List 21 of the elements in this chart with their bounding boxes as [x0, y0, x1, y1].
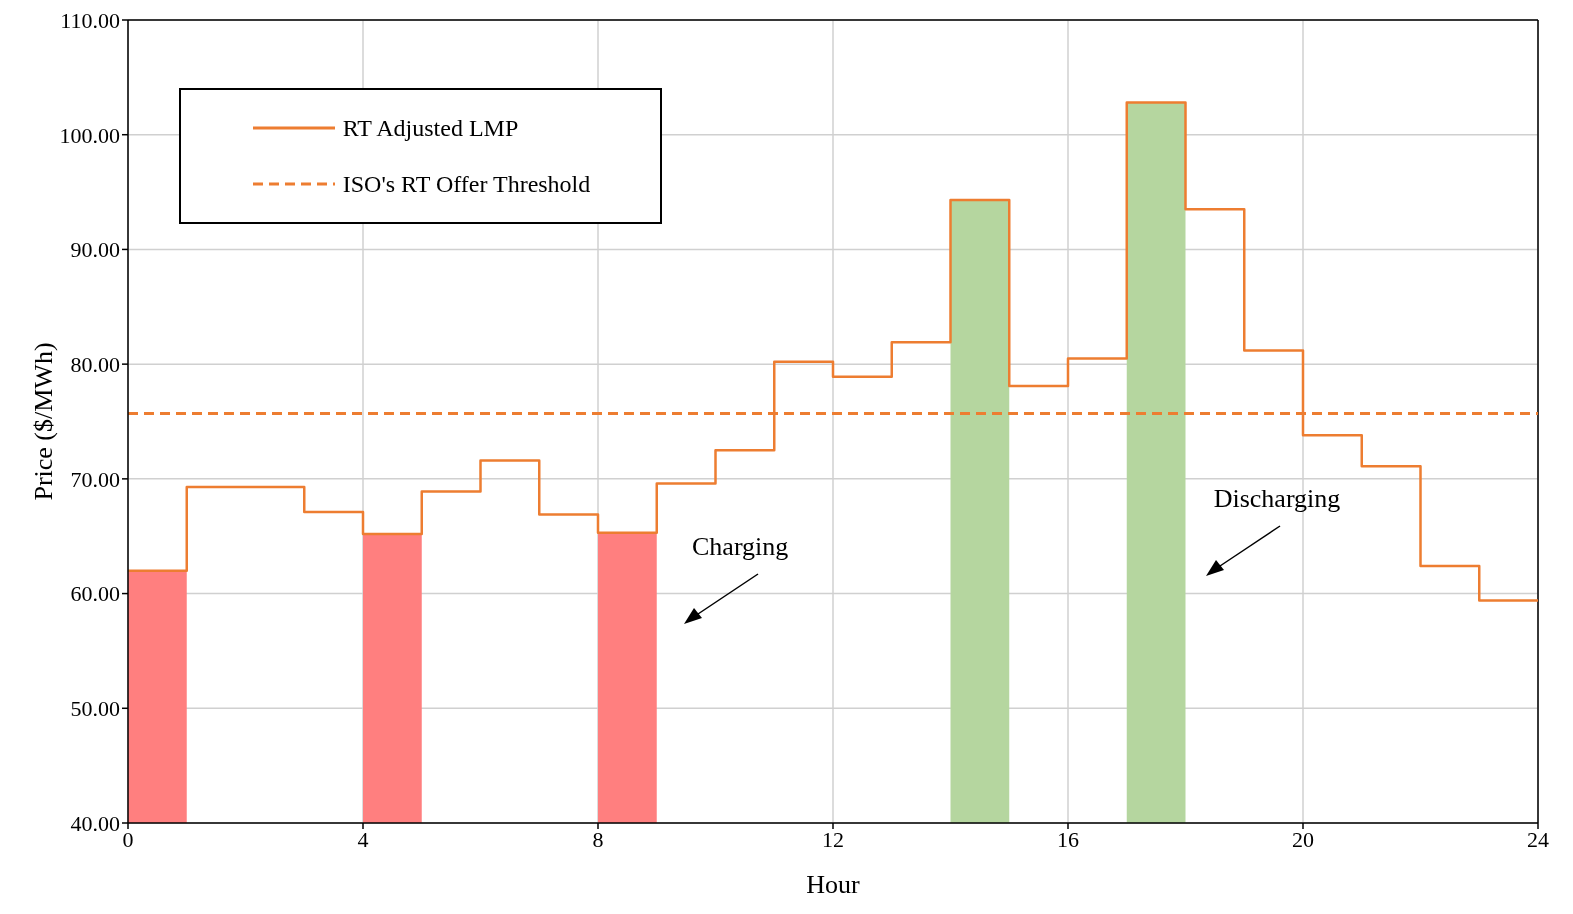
- x-tick-label: 4: [357, 826, 369, 852]
- y-axis-title: Price ($/MWh): [29, 342, 59, 501]
- y-tick-label: 80.00: [70, 351, 120, 377]
- y-tick-label: 60.00: [70, 581, 120, 607]
- x-tick-label: 8: [592, 826, 604, 852]
- x-axis-title: Hour: [806, 870, 861, 899]
- legend-label: ISO's RT Offer Threshold: [342, 170, 591, 198]
- y-tick-label: 40.00: [70, 810, 120, 836]
- y-tick-label: 100.00: [59, 122, 120, 148]
- x-tick-label: 12: [822, 826, 844, 852]
- x-tick-label: 16: [1057, 826, 1079, 852]
- y-tick-label: 110.00: [60, 7, 120, 33]
- annotation: Discharging: [1213, 483, 1341, 514]
- y-tick-label: 70.00: [70, 466, 120, 492]
- legend-label: RT Adjusted LMP: [342, 114, 519, 142]
- y-tick-label: 90.00: [70, 237, 120, 263]
- x-tick-label: 20: [1292, 826, 1314, 852]
- x-tick-label: 24: [1527, 826, 1549, 852]
- annotation: Charging: [692, 531, 789, 562]
- x-tick-label: 0: [122, 826, 134, 852]
- y-tick-label: 50.00: [70, 696, 120, 722]
